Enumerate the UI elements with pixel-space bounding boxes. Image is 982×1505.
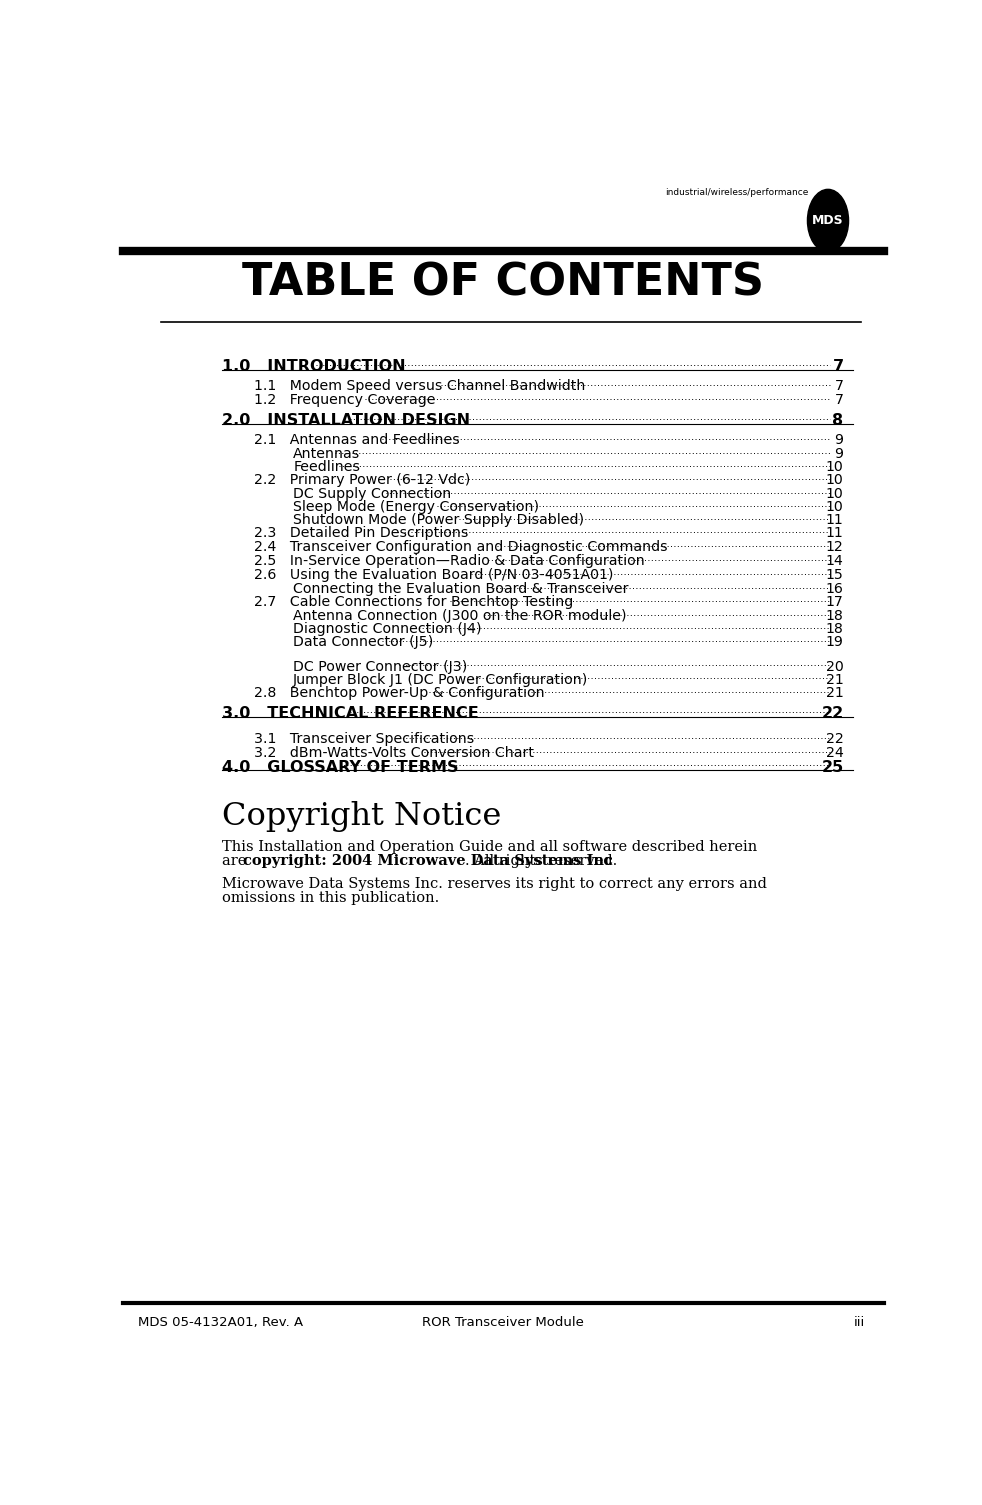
Text: 21: 21 <box>826 673 844 686</box>
Text: Connecting the Evaluation Board & Transceiver: Connecting the Evaluation Board & Transc… <box>294 582 628 596</box>
Text: 18: 18 <box>826 622 844 635</box>
Text: Jumper Block J1 (DC Power Configuration): Jumper Block J1 (DC Power Configuration) <box>294 673 588 686</box>
Text: 1.0   INTRODUCTION: 1.0 INTRODUCTION <box>222 360 406 375</box>
Text: 2.5   In-Service Operation—Radio & Data Configuration: 2.5 In-Service Operation—Radio & Data Co… <box>254 554 645 567</box>
Text: 3.2   dBm-Watts-Volts Conversion Chart: 3.2 dBm-Watts-Volts Conversion Chart <box>254 746 534 760</box>
Text: Data Connector (J5): Data Connector (J5) <box>294 635 433 649</box>
Text: Sleep Mode (Energy Conservation): Sleep Mode (Energy Conservation) <box>294 500 539 515</box>
Text: are: are <box>222 853 251 867</box>
Text: 1.2   Frequency Coverage: 1.2 Frequency Coverage <box>254 393 436 408</box>
Text: industrial/wireless/performance: industrial/wireless/performance <box>665 188 808 197</box>
Circle shape <box>807 190 848 251</box>
Text: 2.7   Cable Connections for Benchtop Testing: 2.7 Cable Connections for Benchtop Testi… <box>254 594 573 610</box>
Text: 22: 22 <box>826 731 844 746</box>
Text: 10: 10 <box>826 488 844 501</box>
Text: iii: iii <box>853 1315 865 1329</box>
Text: 21: 21 <box>826 686 844 700</box>
Text: omissions in this publication.: omissions in this publication. <box>222 891 439 905</box>
Text: 9: 9 <box>835 433 844 447</box>
Text: DC Power Connector (J3): DC Power Connector (J3) <box>294 659 467 674</box>
Text: 10: 10 <box>826 473 844 488</box>
Text: Microwave Data Systems Inc. reserves its right to correct any errors and: Microwave Data Systems Inc. reserves its… <box>222 877 767 891</box>
Text: Copyright Notice: Copyright Notice <box>222 801 502 832</box>
Text: ROR Transceiver Module: ROR Transceiver Module <box>422 1315 584 1329</box>
Text: Feedlines: Feedlines <box>294 461 360 474</box>
Text: 11: 11 <box>826 513 844 527</box>
Text: 19: 19 <box>826 635 844 649</box>
Text: copyright: 2004 Microwave Data Systems Inc: copyright: 2004 Microwave Data Systems I… <box>244 853 613 867</box>
Text: 10: 10 <box>826 461 844 474</box>
Text: Antenna Connection (J300 on the ROR module): Antenna Connection (J300 on the ROR modu… <box>294 608 627 623</box>
Text: 3.1   Transceiver Specifications: 3.1 Transceiver Specifications <box>254 731 474 746</box>
Text: MDS 05-4132A01, Rev. A: MDS 05-4132A01, Rev. A <box>137 1315 303 1329</box>
Text: 12: 12 <box>826 540 844 554</box>
Text: 2.8   Benchtop Power-Up & Configuration: 2.8 Benchtop Power-Up & Configuration <box>254 686 545 700</box>
Text: 15: 15 <box>826 567 844 582</box>
Text: 22: 22 <box>821 706 844 721</box>
Text: 7: 7 <box>835 393 844 408</box>
Text: 2.1   Antennas and Feedlines: 2.1 Antennas and Feedlines <box>254 433 461 447</box>
Text: 16: 16 <box>826 582 844 596</box>
Text: . All rights reserved.: . All rights reserved. <box>465 853 618 867</box>
Text: 2.3   Detailed Pin Descriptions: 2.3 Detailed Pin Descriptions <box>254 527 468 540</box>
Text: 2.0   INSTALLATION DESIGN: 2.0 INSTALLATION DESIGN <box>222 414 470 427</box>
Text: 2.4   Transceiver Configuration and Diagnostic Commands: 2.4 Transceiver Configuration and Diagno… <box>254 540 668 554</box>
Text: 1.1   Modem Speed versus Channel Bandwidth: 1.1 Modem Speed versus Channel Bandwidth <box>254 379 586 393</box>
Text: Antennas: Antennas <box>294 447 360 461</box>
Text: Diagnostic Connection (J4): Diagnostic Connection (J4) <box>294 622 482 635</box>
Text: 2.6   Using the Evaluation Board (P/N 03-4051A01): 2.6 Using the Evaluation Board (P/N 03-4… <box>254 567 614 582</box>
Text: 7: 7 <box>833 360 844 375</box>
Text: This Installation and Operation Guide and all software described herein: This Installation and Operation Guide an… <box>222 840 757 853</box>
Text: 18: 18 <box>826 608 844 623</box>
Text: DC Supply Connection: DC Supply Connection <box>294 488 452 501</box>
Text: TABLE OF CONTENTS: TABLE OF CONTENTS <box>243 262 764 304</box>
Text: 17: 17 <box>826 594 844 610</box>
Text: 10: 10 <box>826 500 844 515</box>
Text: 2.2   Primary Power (6-12 Vdc): 2.2 Primary Power (6-12 Vdc) <box>254 473 470 488</box>
Text: 3.0   TECHNICAL REFERENCE: 3.0 TECHNICAL REFERENCE <box>222 706 478 721</box>
Text: MDS: MDS <box>812 214 844 227</box>
Text: 4.0   GLOSSARY OF TERMS: 4.0 GLOSSARY OF TERMS <box>222 760 459 775</box>
Text: 25: 25 <box>821 760 844 775</box>
Text: 20: 20 <box>826 659 844 674</box>
Text: 14: 14 <box>826 554 844 567</box>
Text: 7: 7 <box>835 379 844 393</box>
Text: Shutdown Mode (Power Supply Disabled): Shutdown Mode (Power Supply Disabled) <box>294 513 584 527</box>
Text: 11: 11 <box>826 527 844 540</box>
Text: 8: 8 <box>833 414 844 427</box>
Text: 24: 24 <box>826 746 844 760</box>
Text: 9: 9 <box>835 447 844 461</box>
